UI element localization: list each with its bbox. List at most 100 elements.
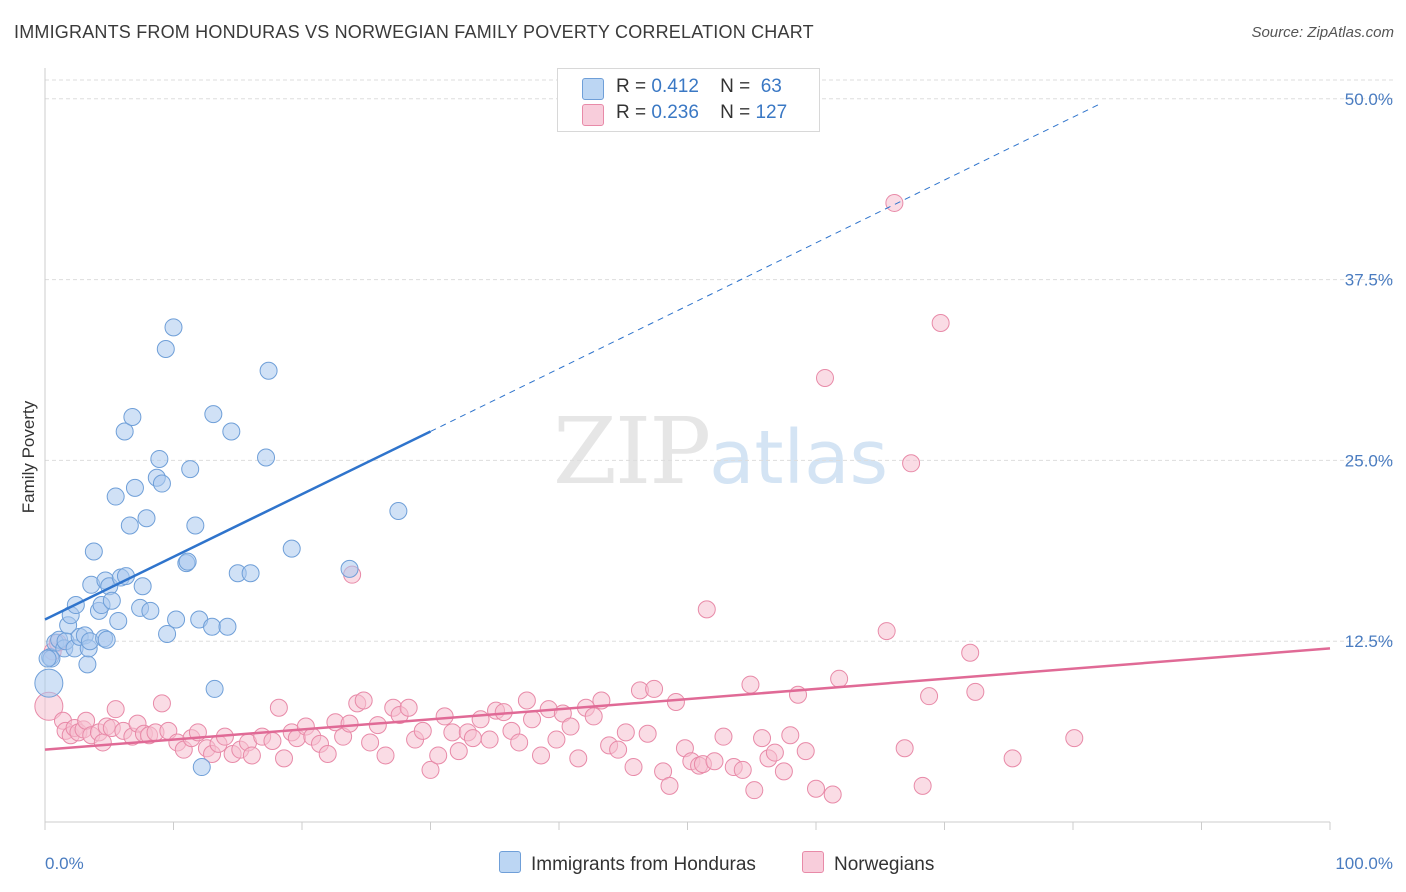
x-tick-label: 100.0% [1335, 854, 1393, 873]
x-tick-label: 0.0% [45, 854, 84, 873]
norwegians-point [561, 717, 580, 736]
norwegians-point [697, 600, 716, 619]
source-label: Source: ZipAtlas.com [1251, 24, 1394, 41]
norwegians-point [609, 740, 628, 759]
honduras-points [34, 318, 408, 777]
bottom-legend-honduras[interactable]: Immigrants from Honduras [499, 851, 756, 877]
norwegians-trend-line [44, 647, 1331, 751]
norwegians-point [781, 726, 800, 745]
norwegians-point [920, 687, 939, 706]
norwegians-point [532, 746, 551, 765]
honduras-point [282, 539, 301, 558]
honduras-point [38, 649, 57, 668]
honduras-point [34, 668, 64, 698]
legend-swatch-pink [582, 104, 604, 126]
norwegians-point [745, 781, 764, 800]
norwegians-point [830, 669, 849, 688]
honduras-point [78, 655, 97, 674]
honduras-point [259, 361, 278, 380]
norwegians-point [714, 727, 733, 746]
honduras-point [156, 340, 175, 359]
norwegians-point [318, 745, 337, 764]
legend-r-value: 0.236 [651, 102, 699, 123]
bottom-legend-norwegians[interactable]: Norwegians [802, 851, 934, 877]
norwegians-point [885, 193, 904, 212]
norwegians-point [480, 730, 499, 749]
norwegians-point [463, 729, 482, 748]
honduras-point [141, 601, 160, 620]
watermark-atlas: atlas [709, 415, 888, 501]
legend-label-honduras: Immigrants from Honduras [531, 854, 756, 875]
norwegians-point [815, 368, 834, 387]
legend-n-value: 127 [755, 102, 788, 123]
norwegians-point [645, 679, 664, 698]
norwegians-point [913, 776, 932, 795]
trend-lines [44, 104, 1331, 751]
legend-label-norwegians: Norwegians [834, 854, 935, 875]
legend-n-label: N = [720, 76, 751, 97]
y-tick-label: 50.0% [1345, 90, 1393, 109]
norwegians-point [510, 733, 529, 752]
norwegians-point [902, 454, 921, 473]
honduras-point [123, 408, 142, 427]
honduras-point [158, 624, 177, 643]
norwegians-point [435, 707, 454, 726]
y-tick-label: 37.5% [1345, 271, 1393, 290]
norwegians-point [471, 710, 490, 729]
norwegians-point [449, 742, 468, 761]
norwegians-point [807, 779, 825, 798]
y-tick-label: 25.0% [1345, 451, 1393, 470]
honduras-point [150, 449, 169, 468]
legend-r-label: R = [616, 76, 647, 97]
norwegians-point [421, 760, 440, 779]
honduras-point [97, 630, 116, 649]
norwegians-point [106, 700, 125, 719]
norwegians-point [877, 622, 896, 641]
norwegians-point [242, 746, 261, 765]
honduras-point [137, 509, 156, 528]
norwegians-point [429, 746, 448, 765]
honduras-trend-extension [430, 104, 1099, 432]
legend-swatch-pink [802, 851, 824, 873]
norwegians-point [263, 732, 282, 751]
honduras-point [204, 405, 223, 424]
honduras-point [109, 611, 128, 630]
norwegians-point [569, 749, 588, 768]
norwegians-point [961, 643, 980, 662]
norwegians-point [399, 698, 418, 717]
norwegians-point [774, 762, 793, 781]
norwegians-point [443, 723, 462, 742]
legend-r-value: 0.412 [651, 76, 699, 97]
norwegians-point [705, 752, 724, 771]
watermark: ZIPatlas [553, 398, 888, 505]
norwegians-point [741, 675, 760, 694]
norwegians-point [269, 698, 288, 717]
honduras-point [241, 564, 260, 583]
honduras-point [203, 617, 222, 636]
norwegians-point [93, 733, 112, 752]
honduras-point [120, 516, 139, 535]
norwegians-point [895, 739, 914, 758]
norwegians-point [275, 749, 294, 768]
norwegians-point [413, 721, 432, 740]
honduras-point [84, 542, 103, 561]
norwegians-point [796, 742, 815, 761]
norwegians-point [361, 733, 380, 752]
honduras-point [340, 559, 359, 578]
norwegians-point [753, 729, 772, 748]
honduras-point [106, 487, 125, 506]
honduras-point [133, 577, 152, 596]
honduras-point [192, 758, 211, 777]
honduras-point [181, 460, 200, 479]
norwegians-point [523, 710, 542, 729]
legend-swatch-blue [499, 851, 521, 873]
axes [44, 68, 1331, 830]
honduras-point [152, 474, 171, 493]
norwegians-point [966, 682, 985, 701]
honduras-point [164, 318, 183, 337]
norwegians-point [624, 758, 643, 777]
norwegians-point [547, 730, 566, 749]
honduras-point [186, 516, 205, 535]
norwegians-point [1065, 729, 1084, 748]
norwegians-points [34, 193, 1084, 804]
